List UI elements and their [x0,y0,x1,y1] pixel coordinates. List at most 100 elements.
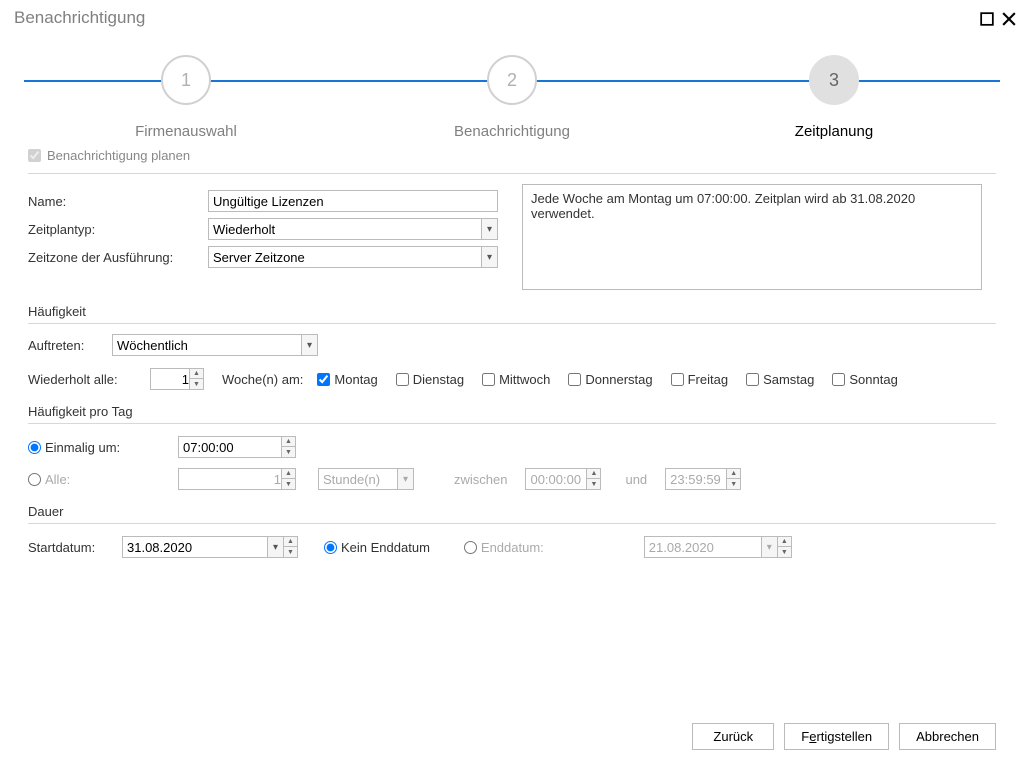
spin-up-icon[interactable]: ▲ [282,436,296,447]
chevron-down-icon: ▾ [398,468,414,490]
end-date-input [644,536,762,558]
day-checkbox[interactable] [317,373,330,386]
day-checkbox[interactable] [671,373,684,386]
once-time-input[interactable] [178,436,282,458]
wizard-step-1-circle: 1 [161,55,211,105]
spin-down-icon[interactable]: ▼ [190,379,204,390]
occur-label: Auftreten: [28,338,112,353]
frequency-title: Häufigkeit [28,304,996,324]
noend-radio-input[interactable] [324,541,337,554]
noend-radio[interactable]: Kein Enddatum [324,540,430,555]
wizard-step-1-label: Firmenauswahl [86,123,286,140]
day-samstag[interactable]: Samstag [746,372,814,387]
chevron-down-icon[interactable]: ▾ [482,246,498,268]
every-radio[interactable]: Alle: [28,472,178,487]
titlebar: Benachrichtigung [0,0,1024,36]
name-input[interactable] [208,190,498,212]
day-sonntag[interactable]: Sonntag [832,372,897,387]
tz-combo-input[interactable] [208,246,482,268]
plan-checkbox[interactable] [28,149,41,162]
and-label: und [625,472,647,487]
every-unit-input [318,468,398,490]
maximize-icon[interactable] [980,11,994,25]
wizard-steps: 1 Firmenauswahl 2 Benachrichtigung 3 Zei… [0,52,1024,142]
between-from-spinner: ▲▼ [525,468,601,490]
spin-up-icon: ▲ [282,468,296,479]
every-radio-input[interactable] [28,473,41,486]
day-checkbox[interactable] [746,373,759,386]
end-radio-input[interactable] [464,541,477,554]
spin-down-icon: ▼ [587,479,601,490]
every-spinner: ▲▼ [178,468,296,490]
repeat-unit: Woche(n) am: [222,372,303,387]
chevron-down-icon: ▾ [762,536,778,558]
spin-down-icon: ▼ [282,479,296,490]
occur-combo-input[interactable] [112,334,302,356]
repeat-input[interactable] [150,368,190,390]
day-checkbox[interactable] [482,373,495,386]
wizard-step-3-label: Zeitplanung [734,123,934,140]
repeat-label: Wiederholt alle: [28,372,140,387]
start-date-picker[interactable]: ▾ ▲▼ [122,536,298,558]
between-label: zwischen [454,472,507,487]
chevron-down-icon[interactable]: ▾ [302,334,318,356]
spin-down-icon: ▼ [727,479,741,490]
chevron-down-icon[interactable]: ▾ [268,536,284,558]
every-input [178,468,282,490]
cancel-button[interactable]: Abbrechen [899,723,996,750]
day-dienstag[interactable]: Dienstag [396,372,464,387]
duration-title: Dauer [28,504,996,524]
wizard-step-2-label: Benachrichtigung [412,123,612,140]
day-mittwoch[interactable]: Mittwoch [482,372,550,387]
tz-combo[interactable]: ▾ [208,246,498,268]
wizard-step-3[interactable]: 3 Zeitplanung [734,52,934,140]
plan-checkbox-row: Benachrichtigung planen [28,142,996,174]
once-label: Einmalig um: [45,440,120,455]
spin-up-icon: ▲ [727,468,741,479]
end-label: Enddatum: [481,540,544,555]
once-radio-input[interactable] [28,441,41,454]
schedule-description: Jede Woche am Montag um 07:00:00. Zeitpl… [522,184,982,290]
finish-button[interactable]: Fertigstellen [784,723,889,750]
every-label: Alle: [45,472,70,487]
end-radio[interactable]: Enddatum: [464,540,544,555]
close-icon[interactable] [1002,11,1016,25]
between-to-spinner: ▲▼ [665,468,741,490]
perday-title: Häufigkeit pro Tag [28,404,996,424]
occur-combo[interactable]: ▾ [112,334,318,356]
wizard-step-2-circle: 2 [487,55,537,105]
chevron-down-icon[interactable]: ▾ [482,218,498,240]
end-date-picker: ▾ ▲▼ [644,536,792,558]
name-label: Name: [28,194,208,209]
between-from-input [525,468,587,490]
type-combo-input[interactable] [208,218,482,240]
day-checkbox[interactable] [396,373,409,386]
day-checkbox[interactable] [568,373,581,386]
type-label: Zeitplantyp: [28,222,208,237]
spin-down-icon[interactable]: ▼ [284,547,298,558]
spin-down-icon[interactable]: ▼ [282,447,296,458]
type-combo[interactable]: ▾ [208,218,498,240]
between-to-input [665,468,727,490]
day-freitag[interactable]: Freitag [671,372,728,387]
wizard-step-1[interactable]: 1 Firmenauswahl [86,52,286,140]
spin-up-icon: ▲ [587,468,601,479]
spin-up-icon: ▲ [778,536,792,547]
day-checkbox[interactable] [832,373,845,386]
footer-buttons: Zurück Fertigstellen Abbrechen [692,723,996,750]
day-montag[interactable]: Montag [317,372,377,387]
back-button[interactable]: Zurück [692,723,774,750]
start-date-input[interactable] [122,536,268,558]
wizard-step-2[interactable]: 2 Benachrichtigung [412,52,612,140]
once-time-spinner[interactable]: ▲▼ [178,436,296,458]
window-title: Benachrichtigung [14,8,145,28]
plan-checkbox-label: Benachrichtigung planen [47,148,190,163]
once-radio[interactable]: Einmalig um: [28,440,178,455]
start-label: Startdatum: [28,540,122,555]
noend-label: Kein Enddatum [341,540,430,555]
spin-up-icon[interactable]: ▲ [190,368,204,379]
spin-up-icon[interactable]: ▲ [284,536,298,547]
day-donnerstag[interactable]: Donnerstag [568,372,652,387]
repeat-spinner[interactable]: ▲▼ [150,368,204,390]
wizard-step-3-circle: 3 [809,55,859,105]
